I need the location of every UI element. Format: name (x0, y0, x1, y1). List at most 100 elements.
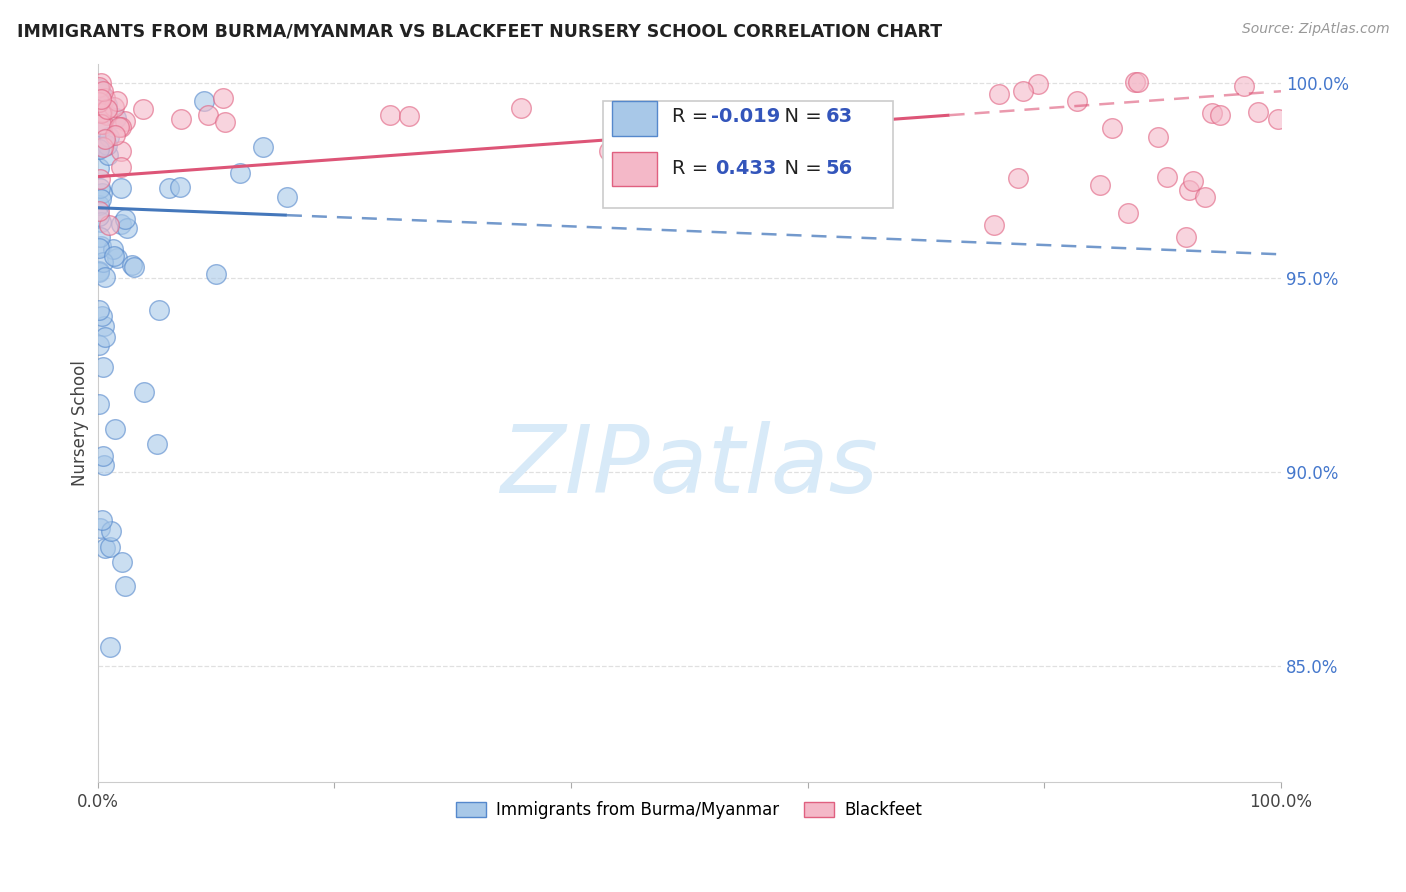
Point (89, 229, 111, 244)
Point (1118, 206, 1140, 220)
Point (87, 82, 110, 96)
Text: IMMIGRANTS FROM BURMA/MYANMAR VS BLACKFEET NURSERY SCHOOL CORRELATION CHART: IMMIGRANTS FROM BURMA/MYANMAR VS BLACKFE… (17, 22, 942, 40)
Point (87, 265, 110, 279)
Point (89, 263, 111, 277)
Point (91, 100, 114, 114)
Point (1126, 75, 1149, 89)
Point (87, 138, 110, 153)
Point (1012, 84, 1035, 98)
Point (197, 108, 219, 122)
Point (91, 120, 114, 135)
Text: N =: N = (772, 107, 828, 126)
Point (510, 102, 533, 116)
Point (1066, 94, 1088, 108)
Point (93, 541, 115, 555)
Point (91, 450, 114, 464)
Point (87, 79, 110, 94)
Point (1026, 78, 1049, 92)
Point (93, 117, 115, 131)
Point (90, 76, 112, 90)
Point (90, 106, 112, 120)
Text: N =: N = (772, 159, 828, 178)
Point (91, 104, 114, 119)
Point (96, 137, 118, 152)
Point (89, 171, 111, 186)
Point (89, 521, 111, 535)
Point (1156, 169, 1178, 184)
Point (97, 130, 120, 145)
Point (87, 397, 110, 411)
Text: ZIPatlas: ZIPatlas (501, 421, 879, 512)
Point (96, 108, 118, 122)
Point (110, 144, 132, 158)
Point (1088, 178, 1111, 193)
Point (212, 91, 235, 105)
Point (398, 109, 420, 123)
Point (94, 131, 117, 145)
Point (1177, 183, 1199, 197)
Point (193, 94, 215, 108)
Point (1267, 112, 1289, 126)
Point (94, 270, 117, 285)
Point (1181, 174, 1204, 188)
Point (115, 220, 138, 235)
Point (91, 83, 114, 97)
Bar (613, 152, 658, 186)
Point (90, 117, 112, 131)
Point (1233, 78, 1256, 93)
Point (169, 180, 191, 194)
Point (87, 198, 110, 212)
Text: Source: ZipAtlas.com: Source: ZipAtlas.com (1241, 22, 1389, 37)
Point (100, 640, 122, 654)
Point (145, 437, 167, 451)
Point (100, 524, 122, 538)
Point (252, 139, 274, 153)
Point (87, 95, 110, 110)
Point (107, 120, 129, 135)
Text: 63: 63 (825, 107, 852, 126)
Point (1101, 121, 1123, 136)
Point (105, 94, 128, 108)
Text: 0.433: 0.433 (716, 159, 776, 178)
Point (91, 359, 114, 374)
Point (105, 251, 128, 265)
Point (90, 192, 112, 206)
Point (132, 385, 155, 400)
Point (93, 458, 115, 472)
Point (97, 148, 120, 162)
Point (96, 97, 118, 112)
Y-axis label: Nursery School: Nursery School (72, 360, 89, 486)
Point (91, 513, 114, 527)
Point (1247, 105, 1270, 120)
Point (987, 87, 1010, 101)
Point (89, 161, 111, 175)
Point (1125, 74, 1147, 88)
Point (148, 302, 170, 317)
Point (104, 128, 127, 142)
Point (98, 218, 121, 232)
Point (98, 541, 121, 555)
Point (104, 422, 127, 436)
Point (93, 319, 115, 334)
Point (101, 242, 124, 256)
Point (94, 330, 117, 344)
FancyBboxPatch shape (603, 102, 893, 208)
Point (378, 107, 401, 121)
Text: 56: 56 (825, 159, 852, 178)
Point (110, 181, 132, 195)
Point (131, 102, 153, 116)
Point (110, 161, 132, 175)
Point (90, 238, 112, 252)
Text: R =: R = (672, 107, 714, 126)
Point (122, 260, 145, 275)
Legend: Immigrants from Burma/Myanmar, Blackfeet: Immigrants from Burma/Myanmar, Blackfeet (450, 795, 929, 826)
Point (90, 309, 112, 323)
Text: R =: R = (672, 159, 720, 178)
Point (276, 190, 298, 204)
Point (1201, 106, 1223, 120)
Bar (613, 102, 658, 136)
Point (1147, 130, 1170, 145)
Point (170, 112, 193, 126)
Point (214, 115, 236, 129)
Point (114, 578, 136, 592)
